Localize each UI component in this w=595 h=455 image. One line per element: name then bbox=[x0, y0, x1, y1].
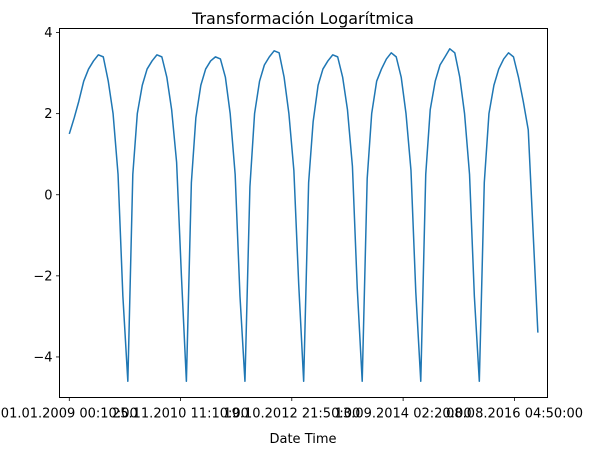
x-axis-label: Date Time bbox=[269, 432, 336, 447]
plot-frame bbox=[59, 28, 548, 398]
x-tick-label: 08.08.2016 04:50:00 bbox=[446, 407, 583, 422]
y-tick-label: −4 bbox=[33, 350, 52, 365]
x-tick-label: 01.01.2009 00:10:00 bbox=[1, 407, 138, 422]
y-tick-label: −2 bbox=[33, 269, 52, 284]
x-tick-label: 19.10.2012 21:50:00 bbox=[223, 407, 360, 422]
x-tick-label: 25.11.2010 11:10:00 bbox=[112, 407, 249, 422]
y-axis: −4 −2 0 2 4 bbox=[33, 26, 60, 365]
chart-title: Transformación Logarítmica bbox=[191, 9, 414, 28]
y-tick-label: 4 bbox=[44, 26, 52, 41]
y-tick-label: 2 bbox=[44, 107, 52, 122]
series-line-0 bbox=[68, 48, 539, 383]
series-layer bbox=[68, 48, 539, 383]
y-tick-label: 0 bbox=[44, 188, 52, 203]
x-tick-label: 13.09.2014 02:20:00 bbox=[335, 407, 472, 422]
